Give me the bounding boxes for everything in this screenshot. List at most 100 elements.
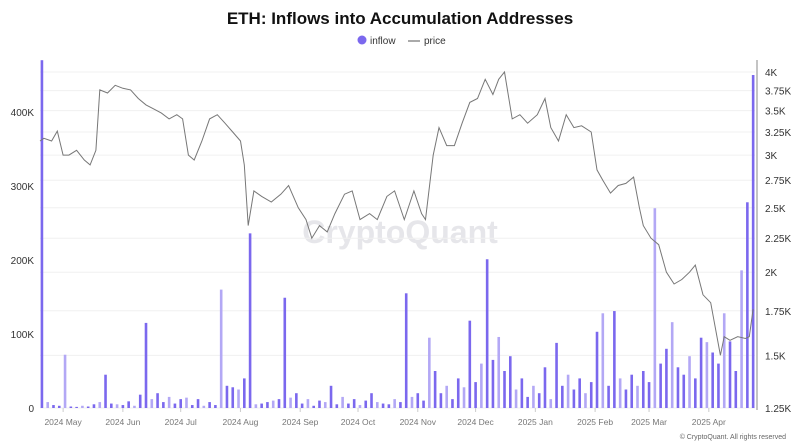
inflow-bar[interactable] <box>653 208 657 408</box>
inflow-bar[interactable] <box>416 393 420 408</box>
inflow-bar[interactable] <box>740 270 743 408</box>
inflow-bar[interactable] <box>260 403 263 408</box>
inflow-bar[interactable] <box>138 394 142 408</box>
inflow-bar[interactable] <box>676 367 680 408</box>
inflow-bar[interactable] <box>561 385 564 408</box>
inflow-bar[interactable] <box>503 371 506 408</box>
inflow-bar[interactable] <box>92 404 96 408</box>
inflow-bar[interactable] <box>451 399 454 408</box>
inflow-bar[interactable] <box>341 396 344 408</box>
inflow-bar[interactable] <box>480 363 483 408</box>
inflow-bar[interactable] <box>295 393 298 408</box>
inflow-bar[interactable] <box>456 378 460 408</box>
inflow-bar[interactable] <box>358 405 362 408</box>
inflow-bar[interactable] <box>688 356 691 408</box>
inflow-bar[interactable] <box>52 405 55 408</box>
inflow-bar[interactable] <box>589 382 593 408</box>
inflow-bar[interactable] <box>57 405 61 408</box>
inflow-bar[interactable] <box>404 293 408 408</box>
inflow-bar[interactable] <box>104 374 107 408</box>
inflow-bar[interactable] <box>318 400 321 408</box>
inflow-bar[interactable] <box>121 405 125 408</box>
inflow-bar[interactable] <box>375 402 379 408</box>
inflow-bar[interactable] <box>618 378 622 408</box>
inflow-bar[interactable] <box>98 402 102 408</box>
inflow-bar[interactable] <box>127 401 130 408</box>
inflow-bar[interactable] <box>179 399 183 408</box>
inflow-bar[interactable] <box>75 406 78 408</box>
inflow-bar[interactable] <box>647 382 651 408</box>
inflow-bar[interactable] <box>520 378 524 408</box>
inflow-bar[interactable] <box>746 202 749 408</box>
legend-price-label[interactable]: price <box>424 36 446 47</box>
inflow-bar[interactable] <box>144 322 148 408</box>
inflow-bar[interactable] <box>214 405 217 408</box>
inflow-bar[interactable] <box>641 371 645 408</box>
inflow-bar[interactable] <box>607 385 610 408</box>
inflow-bar[interactable] <box>387 404 391 408</box>
inflow-bar[interactable] <box>306 399 310 408</box>
inflow-bar[interactable] <box>694 378 697 408</box>
inflow-bar[interactable] <box>364 400 368 408</box>
inflow-bar[interactable] <box>254 404 258 408</box>
inflow-bar[interactable] <box>728 341 732 408</box>
inflow-bar[interactable] <box>196 399 200 408</box>
inflow-bar[interactable] <box>329 385 333 408</box>
inflow-bar[interactable] <box>705 342 709 408</box>
inflow-bar[interactable] <box>485 259 489 408</box>
inflow-bar[interactable] <box>399 402 402 408</box>
inflow-bar[interactable] <box>526 396 529 408</box>
inflow-bar[interactable] <box>572 389 576 409</box>
inflow-bar[interactable] <box>323 402 327 408</box>
inflow-bar[interactable] <box>543 367 547 408</box>
inflow-bar[interactable] <box>584 393 587 408</box>
inflow-bar[interactable] <box>410 396 414 408</box>
inflow-bar[interactable] <box>277 399 281 408</box>
inflow-bar[interactable] <box>40 60 44 408</box>
inflow-bar[interactable] <box>514 389 518 409</box>
inflow-bar[interactable] <box>717 363 720 408</box>
inflow-bar[interactable] <box>300 403 304 408</box>
inflow-bar[interactable] <box>491 359 495 408</box>
inflow-bar[interactable] <box>271 400 275 408</box>
inflow-bar[interactable] <box>289 397 292 408</box>
inflow-bar[interactable] <box>549 399 553 408</box>
inflow-bar[interactable] <box>393 399 396 408</box>
legend[interactable]: inflow price <box>357 35 447 48</box>
inflow-bar[interactable] <box>110 403 113 408</box>
legend-inflow-label[interactable]: inflow <box>370 36 396 47</box>
inflow-bar[interactable] <box>508 356 512 408</box>
inflow-bar[interactable] <box>474 382 477 408</box>
inflow-bar[interactable] <box>722 313 726 408</box>
inflow-bar[interactable] <box>162 402 165 408</box>
inflow-bar[interactable] <box>115 404 119 408</box>
inflow-bar[interactable] <box>537 393 541 408</box>
inflow-bar[interactable] <box>46 402 50 408</box>
inflow-bar[interactable] <box>283 297 287 408</box>
inflow-bar[interactable] <box>578 378 581 408</box>
inflow-bar[interactable] <box>445 385 448 408</box>
inflow-bar[interactable] <box>69 406 73 408</box>
inflow-bar[interactable] <box>468 320 472 408</box>
inflow-bar[interactable] <box>439 393 443 408</box>
inflow-bar[interactable] <box>208 402 211 408</box>
inflow-bar[interactable] <box>532 385 535 408</box>
inflow-bar[interactable] <box>734 371 738 408</box>
inflow-bar[interactable] <box>595 331 599 408</box>
inflow-bar[interactable] <box>636 385 639 408</box>
inflow-bar[interactable] <box>601 313 605 408</box>
inflow-bar[interactable] <box>231 387 235 408</box>
inflow-bar[interactable] <box>156 393 159 408</box>
inflow-bar[interactable] <box>630 374 634 408</box>
inflow-bar[interactable] <box>370 393 373 408</box>
inflow-bar[interactable] <box>167 396 171 408</box>
inflow-bar[interactable] <box>173 403 177 408</box>
inflow-bar[interactable] <box>711 352 714 409</box>
inflow-bar[interactable] <box>659 363 662 408</box>
inflow-bar[interactable] <box>248 233 252 408</box>
inflow-bar[interactable] <box>624 389 628 409</box>
inflow-bar[interactable] <box>670 322 674 408</box>
inflow-bar[interactable] <box>335 404 339 408</box>
inflow-bar[interactable] <box>225 385 229 408</box>
inflow-bar[interactable] <box>682 374 686 408</box>
